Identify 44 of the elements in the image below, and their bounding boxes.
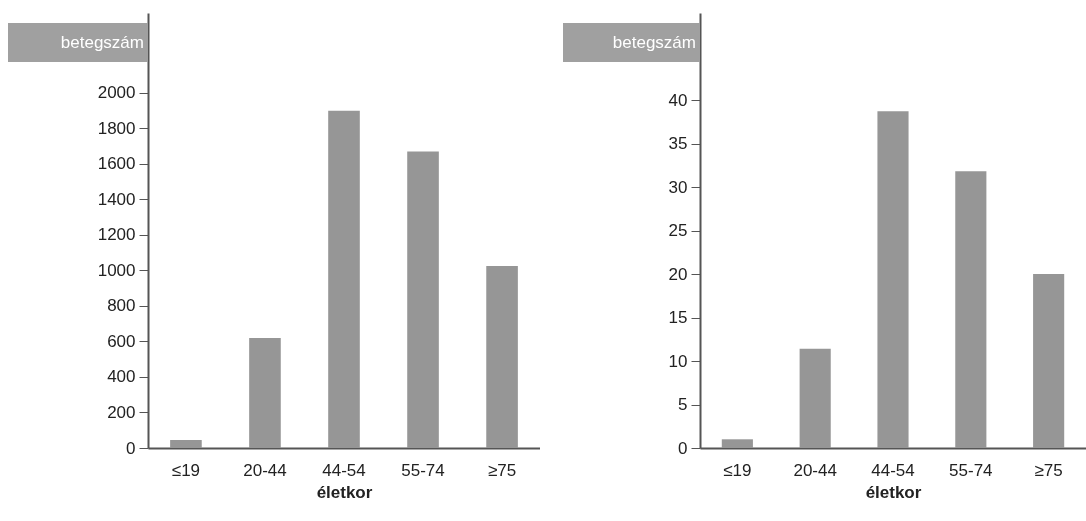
y-tick-label: 600 [107, 331, 136, 351]
y-tick-label: 800 [107, 296, 136, 316]
x-tick-label: ≥75 [1034, 460, 1063, 480]
bar [877, 111, 909, 448]
x-tick-label: ≤19 [171, 460, 201, 480]
y-tick-label: 40 [668, 90, 688, 110]
y-tick-label: 1000 [97, 260, 136, 280]
y-tick-label: 30 [668, 177, 688, 197]
x-tick-label: 55-74 [401, 460, 445, 480]
y-tick-label: 1800 [97, 118, 136, 138]
bar [249, 337, 281, 448]
x-tick-label: 20-44 [793, 460, 837, 480]
axis-title-box: betegszám [563, 23, 700, 62]
y-tick-label: 15 [668, 308, 688, 327]
y-tick-label: 1600 [97, 154, 136, 174]
bar [328, 110, 360, 448]
y-tick-label: 20 [668, 264, 688, 284]
bar [170, 440, 202, 448]
x-axis-title: életkor [316, 482, 373, 502]
bar [1033, 274, 1065, 448]
bar [799, 348, 831, 448]
x-tick-label: 44-54 [322, 460, 366, 480]
y-tick-label: 1200 [97, 225, 136, 245]
y-tick-label: 35 [668, 134, 688, 153]
y-tick-label: 5 [678, 395, 688, 414]
x-tick-label: ≥75 [487, 460, 517, 480]
y-tick-label: 400 [107, 367, 136, 387]
y-tick-label: 0 [126, 438, 136, 458]
x-tick-label: 55-74 [949, 460, 993, 480]
y-tick-label: 200 [107, 402, 136, 422]
y-tick-label: 10 [668, 351, 688, 371]
axis-title-box: betegszám [8, 23, 148, 62]
bar [407, 151, 439, 448]
y-tick-label: 0 [678, 438, 688, 458]
y-tick-label: 25 [668, 221, 688, 240]
bar [955, 171, 987, 448]
x-tick-label: ≤19 [723, 460, 752, 480]
x-tick-label: 44-54 [871, 460, 915, 480]
bar [721, 439, 753, 448]
x-axis-title: életkor [865, 482, 922, 502]
x-tick-label: 20-44 [243, 460, 287, 480]
bar [486, 266, 518, 448]
y-tick-label: 1400 [97, 189, 136, 209]
y-tick-label: 2000 [97, 83, 136, 103]
